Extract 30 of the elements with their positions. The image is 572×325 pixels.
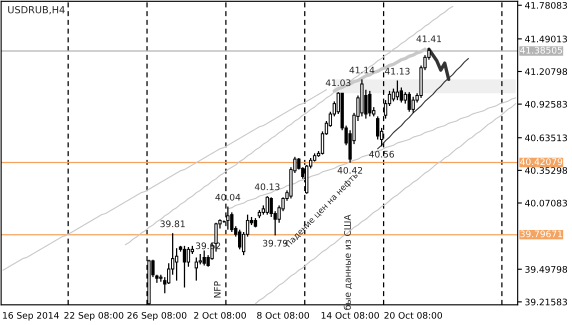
annotation: бые данные из США xyxy=(344,214,352,310)
x-tick-label: 26 Sep 08:00 xyxy=(127,312,186,321)
y-tick-label: 41.49013 xyxy=(525,36,567,42)
ref-line-label: 39.79671 xyxy=(520,230,562,238)
annotation: 40.42 xyxy=(338,166,362,174)
annotation: 40.56 xyxy=(369,150,394,158)
y-tick-label: 39.21583 xyxy=(525,298,567,306)
ref-line-label: 41.38505 xyxy=(520,46,562,54)
y-tick-label: 40.07083 xyxy=(525,200,567,207)
chart-title: USDRUB,H4 xyxy=(8,6,65,14)
y-tick-label: 40.92583 xyxy=(525,100,567,108)
annotation: 39.81 xyxy=(160,220,185,228)
y-tick-label: 40.35298 xyxy=(525,167,568,174)
annotation: 41.03 xyxy=(326,79,350,86)
x-tick-label: 20 Oct 08:00 xyxy=(384,312,442,319)
x-tick-label: 16 Sep 2014 xyxy=(3,312,59,321)
annotation: 41.41 xyxy=(416,36,442,42)
x-tick-label: 22 Sep 08:00 xyxy=(64,312,124,321)
annotation: 41.14 xyxy=(349,66,374,74)
y-tick-label: 41.78083 xyxy=(525,2,567,9)
annotation: 40.13 xyxy=(254,183,280,190)
x-tick-label: 14 Oct 08:00 xyxy=(322,312,379,319)
y-tick-label: 41.20798 xyxy=(525,68,568,76)
x-tick-label: 2 Oct 08:00 xyxy=(194,312,246,319)
y-tick-label: 40.63513 xyxy=(525,134,567,142)
y-tick-label: 39.49798 xyxy=(525,266,568,273)
annotation: NFP xyxy=(214,281,221,298)
x-tick-label: 8 Oct 08:00 xyxy=(257,312,310,319)
annotation: 41.13 xyxy=(384,68,410,75)
ref-line-label: 40.42079 xyxy=(520,158,562,166)
